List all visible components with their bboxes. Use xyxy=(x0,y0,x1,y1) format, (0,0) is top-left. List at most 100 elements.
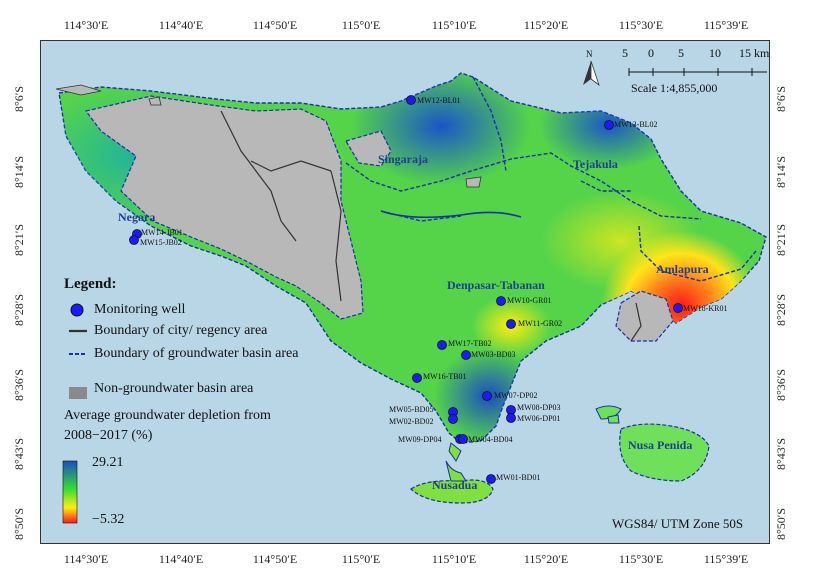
lon-tick-top-5: 115°10′E xyxy=(431,18,477,32)
well-marker-mw18-kr01[interactable] xyxy=(673,303,683,313)
lat-tick-left-7: 8°50′S xyxy=(12,507,26,540)
scale-tick-1: 5 xyxy=(622,46,628,60)
north-arrow-icon xyxy=(583,60,600,87)
well-marker-mw03-bd03[interactable] xyxy=(461,350,471,360)
well-marker-mw01-bd01[interactable] xyxy=(486,474,496,484)
map-canvas[interactable] xyxy=(41,41,770,544)
crs-label: WGS84/ UTM Zone 50S xyxy=(612,516,744,531)
well-label-mw13: MW13-BL02 xyxy=(614,120,658,129)
map-frame[interactable] xyxy=(40,40,770,544)
lon-tick-top-3: 114°50′E xyxy=(252,18,298,32)
well-label-mw16: MW16-TB01 xyxy=(423,372,467,381)
lat-tick-right-6: 8°43′S xyxy=(774,437,788,470)
well-label-mw06: MW06-DP01 xyxy=(517,414,561,423)
well-marker-mw06-dp01[interactable] xyxy=(506,413,516,423)
well-marker-mw10-gr01[interactable] xyxy=(496,296,506,306)
legend-city-label: Boundary of city/ regency area xyxy=(94,323,268,338)
lat-tick-left-6: 8°43′S xyxy=(12,437,26,470)
well-label-mw09: MW09-DP04 xyxy=(398,435,442,444)
lon-tick-top-1: 114°30′E xyxy=(63,18,109,32)
legend-gradient-title-1: Average groundwater depletion from xyxy=(64,408,271,423)
legend-gradient-title-2: 2008−2017 (%) xyxy=(64,428,153,443)
wells-layer xyxy=(129,95,683,484)
place-singaraja: Singaraja xyxy=(378,152,429,166)
well-label-mw18: MW18-KR01 xyxy=(683,304,728,313)
lat-tick-right-2: 8°14′S xyxy=(774,155,788,188)
place-amlapura: Amlapura xyxy=(656,262,709,276)
scale-tick-3: 5 xyxy=(678,46,684,60)
place-tejakula: Tejakula xyxy=(573,157,618,171)
non-basin-east xyxy=(615,290,674,342)
lat-tick-left-4: 8°28′S xyxy=(12,293,26,326)
scale-tick-2: 0 xyxy=(648,46,654,60)
well-label-mw07: MW07-DP02 xyxy=(494,391,538,400)
well-marker-mw11-gr02[interactable] xyxy=(506,319,516,329)
lat-tick-left-5: 8°36′S xyxy=(12,368,26,401)
place-nusadua: Nusadua xyxy=(432,478,478,492)
lon-tick-top-7: 115°30′E xyxy=(618,18,664,32)
well-label-mw10: MW10-GR01 xyxy=(507,296,552,305)
lon-tick-bottom-5: 115°10′E xyxy=(431,552,477,566)
city-boundaries xyxy=(220,110,642,342)
lon-tick-top-8: 115°39′E xyxy=(703,18,749,32)
legend-basin-label: Boundary of groundwater basin area xyxy=(94,346,299,361)
lat-tick-right-1: 8°6′S xyxy=(774,85,788,112)
lon-tick-top-4: 115°0′E xyxy=(341,18,381,32)
nusa-penida-island xyxy=(619,423,710,482)
lat-tick-right-3: 8°21′S xyxy=(774,223,788,256)
lon-tick-top-2: 114°40′E xyxy=(158,18,204,32)
lat-tick-right-7: 8°50′S xyxy=(774,507,788,540)
well-marker-mw04-bd04[interactable] xyxy=(458,434,468,444)
well-marker-mw15-jb02[interactable] xyxy=(129,235,139,245)
lat-tick-right-5: 8°36′S xyxy=(774,368,788,401)
lon-tick-bottom-7: 115°30′E xyxy=(618,552,664,566)
legend-gradient-bar xyxy=(62,460,78,524)
scale-bar xyxy=(628,68,767,76)
lon-tick-top-6: 115°20′E xyxy=(523,18,569,32)
legend-nonbasin-label: Non-groundwater basin area xyxy=(94,381,254,396)
well-label-mw04: MW04-BD04 xyxy=(468,435,513,444)
legend-title: Legend: xyxy=(64,276,117,292)
scale-ratio: Scale 1:4,855,000 xyxy=(631,81,718,95)
legend-gradient-min: −5.32 xyxy=(92,512,125,527)
legend-nonbasin-symbol xyxy=(69,387,87,399)
lon-tick-bottom-3: 114°50′E xyxy=(252,552,298,566)
well-marker-mw16-tb01[interactable] xyxy=(412,373,422,383)
legend-well-label: Monitoring well xyxy=(94,302,186,317)
nusadua-peninsula xyxy=(410,479,494,504)
well-label-mw05: MW05-BD05 xyxy=(389,405,434,414)
place-negara: Negara xyxy=(118,210,156,224)
lon-tick-bottom-2: 114°40′E xyxy=(158,552,204,566)
non-basin-north xyxy=(345,130,392,167)
well-marker-mw17-tb02[interactable] xyxy=(437,340,447,350)
lon-tick-bottom-1: 114°30′E xyxy=(63,552,109,566)
well-label-mw14: MW14-JB01 xyxy=(141,228,183,237)
lat-tick-left-2: 8°14′S xyxy=(12,155,26,188)
scale-tick-4: 10 xyxy=(709,46,721,60)
well-label-mw17: MW17-TB02 xyxy=(448,339,492,348)
well-marker-mw12-bl01[interactable] xyxy=(406,95,416,105)
well-label-mw01: MW01-BD01 xyxy=(496,473,541,482)
north-label: N xyxy=(586,49,593,59)
lat-tick-left-3: 8°21′S xyxy=(12,223,26,256)
lat-tick-right-4: 8°28′S xyxy=(774,293,788,326)
well-marker-mw02-bd02[interactable] xyxy=(448,414,458,424)
well-marker-mw13-bl02[interactable] xyxy=(604,120,614,130)
scale-tick-5: 15 km xyxy=(739,46,770,60)
well-label-mw02: MW02-BD02 xyxy=(389,417,434,426)
legend-gradient-max: 29.21 xyxy=(92,455,124,470)
well-label-mw03: MW03-BD03 xyxy=(471,350,516,359)
well-marker-mw07-dp02[interactable] xyxy=(482,391,492,401)
legend-well-symbol xyxy=(70,303,84,317)
lon-tick-bottom-4: 115°0′E xyxy=(341,552,381,566)
lat-tick-left-1: 8°6′S xyxy=(12,85,26,112)
place-nusa-penida: Nusa Penida xyxy=(628,438,693,452)
non-basin-west xyxy=(84,95,364,320)
lon-tick-bottom-6: 115°20′E xyxy=(523,552,569,566)
place-denpasar: Denpasar-Tabanan xyxy=(447,278,545,292)
well-label-mw08: MW08-DP03 xyxy=(517,403,561,412)
lon-tick-bottom-8: 115°39′E xyxy=(703,552,749,566)
well-label-mw11: MW11-GR02 xyxy=(518,319,563,328)
well-label-mw12: MW12-BL01 xyxy=(417,96,461,105)
well-label-mw15: MW15-JB02 xyxy=(140,238,182,247)
